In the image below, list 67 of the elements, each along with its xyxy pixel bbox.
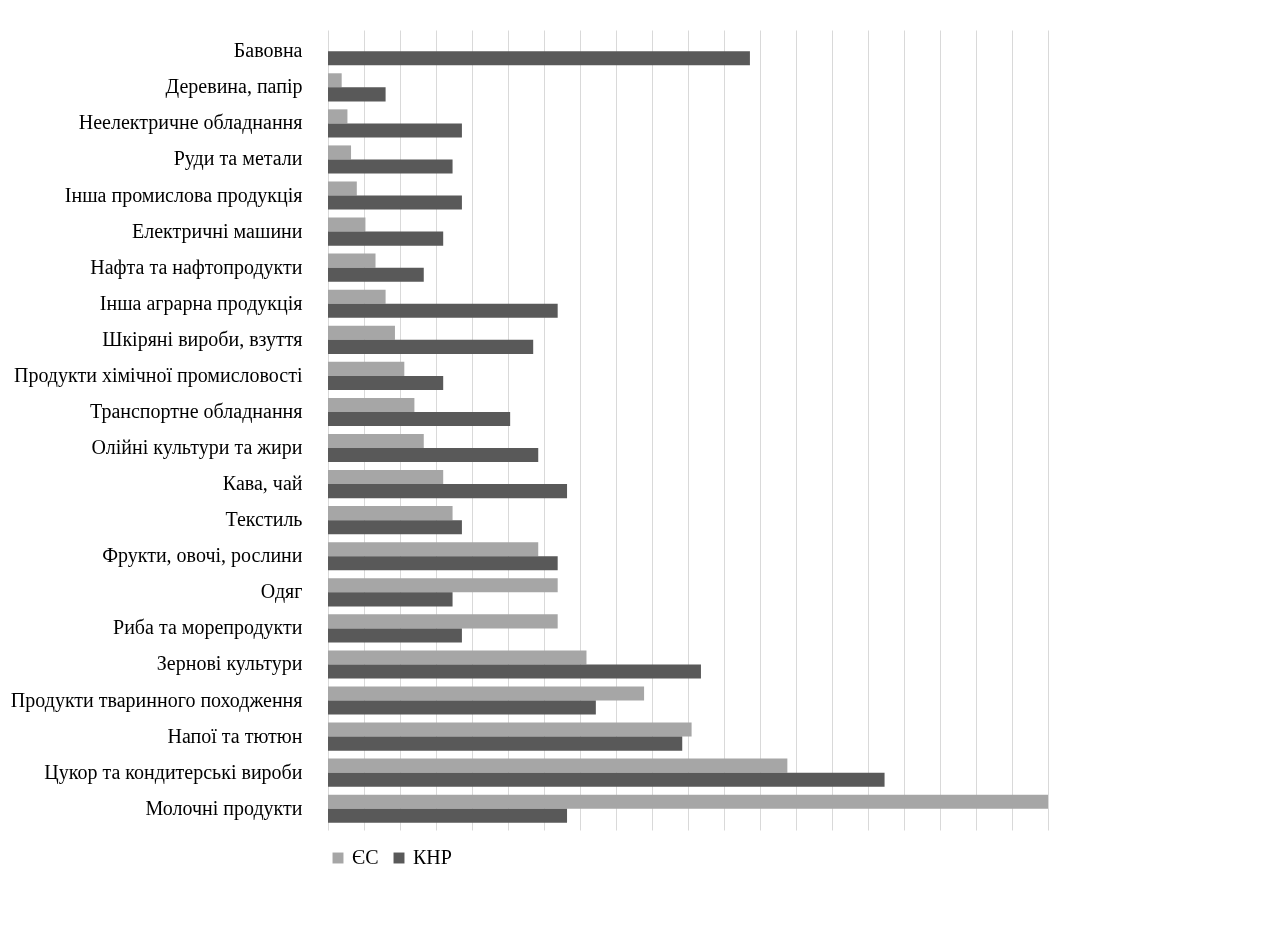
y-tick-label: Текстиль	[225, 508, 303, 531]
y-tick-label: Цукор та кондитерські вироби	[44, 760, 303, 784]
y-tick-label: Одяг	[260, 580, 303, 604]
y-tick-label: Шкіряні вироби, взуття	[102, 327, 303, 351]
bar	[328, 664, 701, 679]
bar	[328, 231, 444, 246]
bar	[328, 772, 885, 787]
y-tick-label: Бавовна	[233, 39, 303, 62]
bar	[328, 722, 692, 737]
y-tick-label: Нафта та нафтопродукти	[90, 255, 303, 279]
bar	[328, 411, 511, 427]
bar	[328, 51, 750, 66]
y-tick-label: Руди та метали	[173, 147, 303, 171]
bar	[328, 339, 534, 354]
bar	[328, 397, 415, 412]
y-tick-label: Продукти хімічної промисловості	[13, 363, 303, 387]
bar	[328, 73, 342, 88]
legend-label: ЄС	[352, 846, 379, 868]
bar	[328, 556, 558, 571]
bar	[328, 303, 558, 318]
bar	[328, 195, 462, 210]
y-tick-label: Напої та тютюн	[167, 724, 303, 747]
bar	[328, 181, 357, 196]
y-tick-label: Риба та морепродукти	[113, 616, 303, 640]
bar	[328, 361, 405, 376]
bar	[328, 628, 462, 643]
bar	[328, 700, 596, 715]
bar	[328, 758, 788, 773]
bar	[328, 484, 568, 499]
bar	[328, 542, 539, 557]
bar	[328, 253, 376, 268]
bar	[328, 736, 683, 751]
legend-label: КНР	[413, 846, 452, 868]
bar	[328, 123, 462, 138]
bar	[328, 159, 453, 174]
bar	[328, 686, 645, 701]
bar	[328, 578, 558, 593]
y-tick-label: Інша аграрна продукція	[99, 291, 303, 315]
y-tick-label: Деревина, папір	[165, 75, 303, 99]
bar	[328, 109, 348, 124]
bar	[328, 794, 1048, 809]
bar	[328, 433, 424, 449]
y-tick-label: Електричні машини	[132, 219, 303, 243]
bar	[328, 592, 453, 607]
bar	[328, 289, 386, 304]
y-tick-label: Неелектричне обладнання	[78, 111, 303, 135]
y-tick-label: Зернові культури	[156, 652, 303, 676]
y-tick-label: Молочні продукти	[145, 796, 303, 820]
bar	[328, 808, 568, 823]
bar	[328, 470, 444, 485]
y-tick-label: Кава, чай	[222, 472, 303, 495]
y-tick-label: Олійні культури та жири	[91, 436, 303, 460]
bar	[328, 217, 366, 232]
bar	[328, 145, 352, 160]
y-tick-label: Фрукти, овочі, рослини	[102, 544, 303, 568]
bar	[328, 614, 558, 629]
bar	[328, 87, 386, 102]
y-tick-label: Продукти тваринного походження	[10, 688, 303, 712]
bar	[328, 325, 395, 340]
bar	[328, 375, 444, 390]
bar	[328, 506, 453, 521]
bar	[328, 448, 539, 463]
bar	[328, 267, 424, 282]
y-tick-label: Інша промислова продукція	[64, 183, 303, 207]
bar	[328, 520, 462, 535]
y-tick-label: Транспортне обладнання	[89, 399, 303, 423]
bar	[328, 650, 587, 665]
